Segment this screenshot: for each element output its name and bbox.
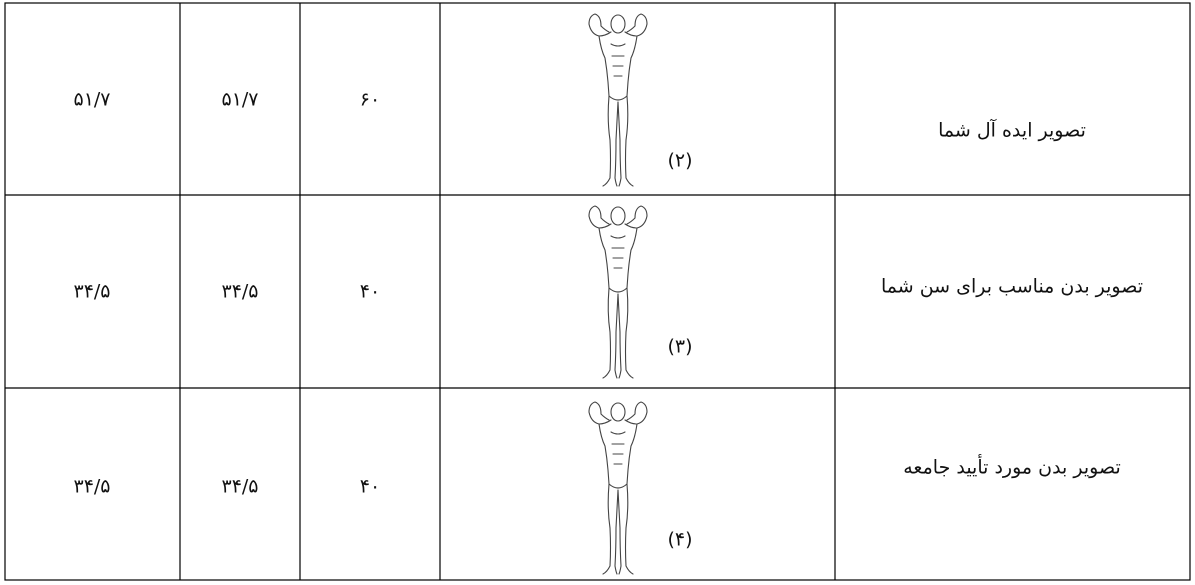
count-cell: ۶۰: [360, 89, 380, 111]
figure-label: (۴): [667, 529, 692, 551]
percent-cell: ۳۴/۵: [73, 476, 110, 498]
body-figure: [588, 401, 648, 575]
count-cell: ۴۰: [360, 281, 380, 303]
figure-label: (۲): [667, 150, 692, 172]
figure-label: (۳): [667, 336, 692, 358]
body-figure: [588, 205, 648, 379]
row-label: تصویر بدن مورد تأیید جامعه: [903, 454, 1121, 479]
percent-cell: ۵۱/۷: [221, 89, 258, 111]
percent-cell: ۵۱/۷: [73, 89, 110, 111]
grid-lines: [4, 2, 1191, 581]
percent-cell: ۳۴/۵: [221, 281, 258, 303]
body-figure: [588, 13, 648, 187]
percent-cell: ۳۴/۵: [221, 476, 258, 498]
count-cell: ۴۰: [360, 476, 380, 498]
row-label: تصویر ایده آل شما: [938, 118, 1086, 142]
row-label: تصویر بدن مناسب برای سن شما: [881, 276, 1143, 298]
percent-cell: ۳۴/۵: [73, 281, 110, 303]
